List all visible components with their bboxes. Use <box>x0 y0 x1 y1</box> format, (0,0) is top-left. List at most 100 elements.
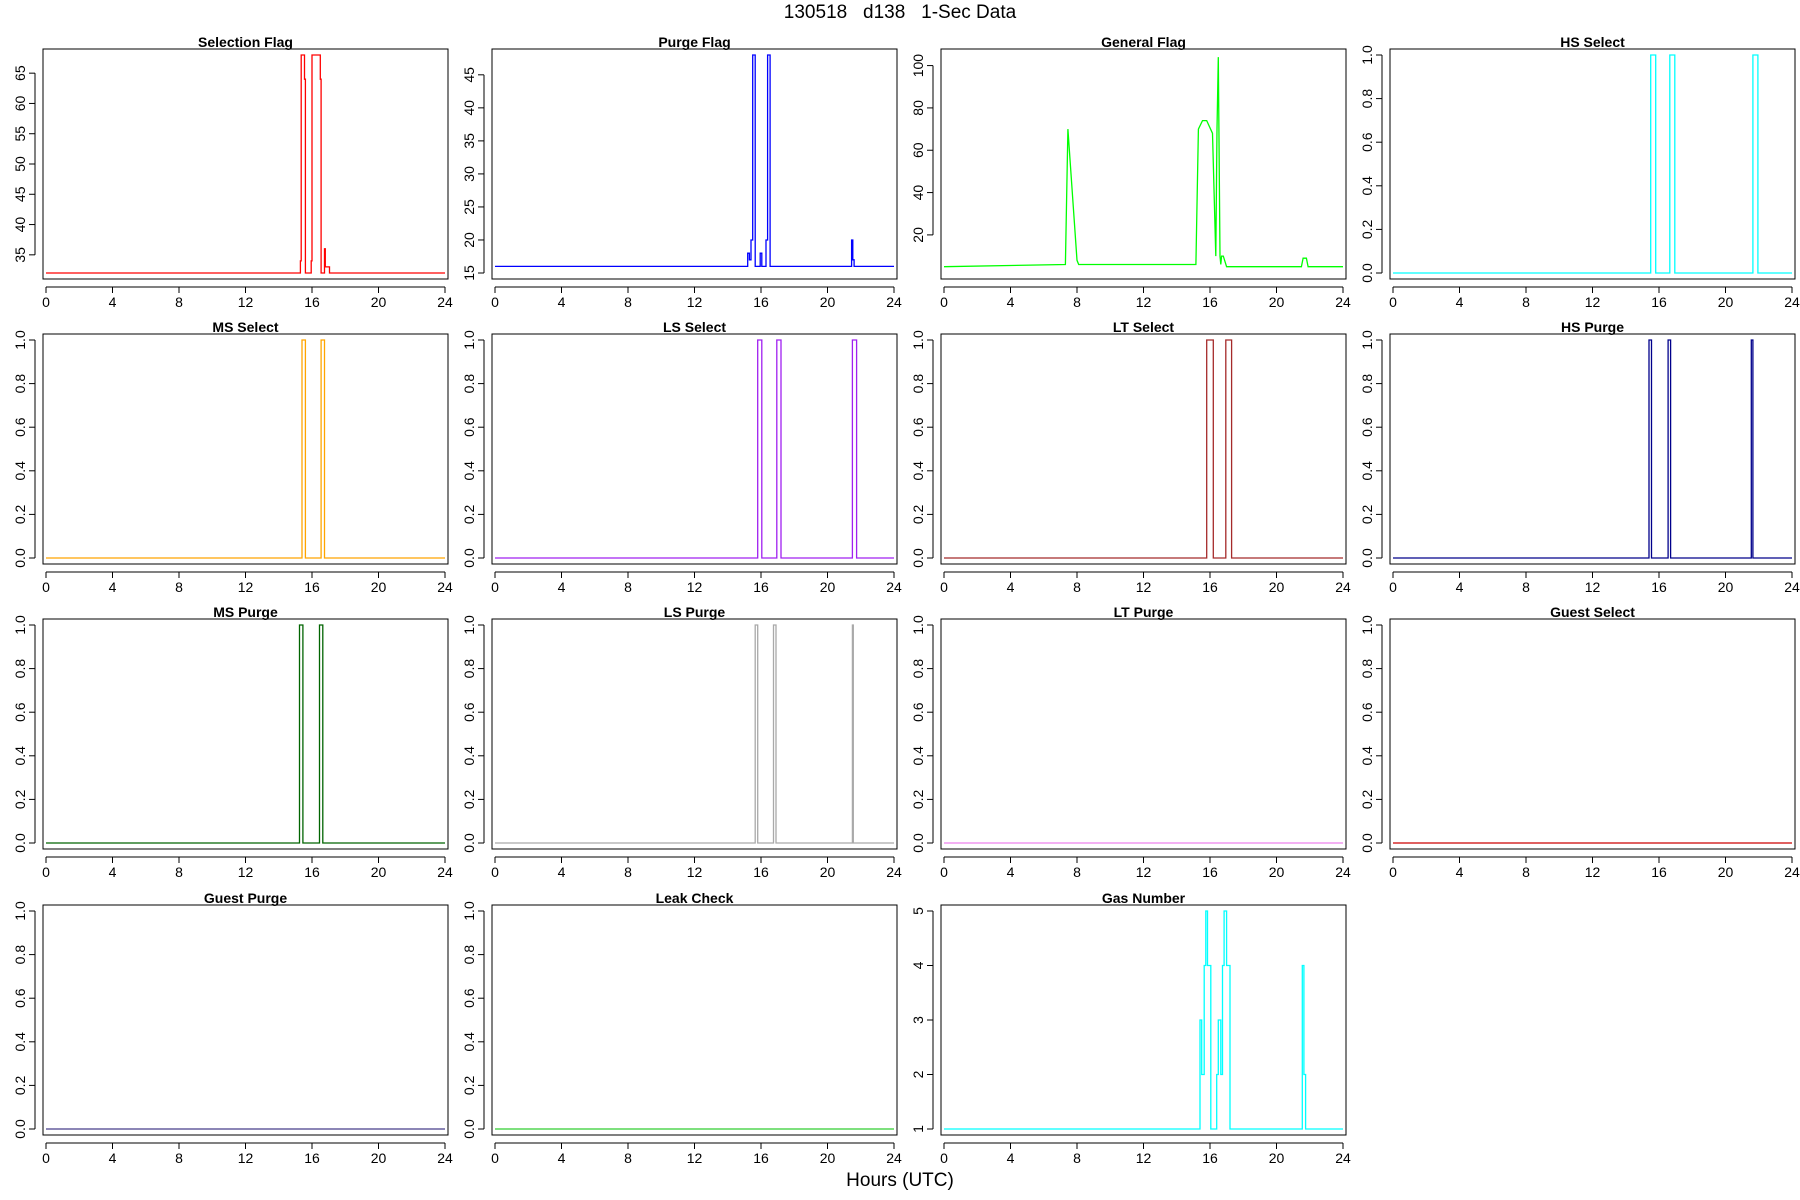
y-tick-label: 0.6 <box>910 702 926 722</box>
chart-title: Purge Flag <box>658 34 730 50</box>
y-tick-label: 50 <box>12 156 28 172</box>
x-tick-label: 12 <box>238 579 254 595</box>
y-tick-label: 0.4 <box>12 461 28 481</box>
y-tick-label: 0.4 <box>910 461 926 481</box>
y-tick-label: 0.8 <box>461 945 477 965</box>
x-tick-label: 20 <box>371 864 387 880</box>
x-tick-label: 12 <box>1585 579 1601 595</box>
x-tick-label: 20 <box>820 1150 836 1166</box>
x-tick-label: 16 <box>753 294 769 310</box>
x-tick-label: 16 <box>304 579 320 595</box>
x-tick-label: 20 <box>1718 864 1734 880</box>
y-tick-label: 0.6 <box>12 702 28 722</box>
y-tick-label: 0.8 <box>1359 374 1375 394</box>
x-tick-label: 0 <box>1389 294 1397 310</box>
x-tick-label: 24 <box>1784 294 1800 310</box>
chart-title: LT Purge <box>1114 604 1174 620</box>
y-tick-label: 1.0 <box>1359 330 1375 350</box>
x-tick-label: 4 <box>1456 579 1464 595</box>
x-tick-label: 20 <box>1269 1150 1285 1166</box>
y-tick-label: 0.6 <box>1359 417 1375 437</box>
x-tick-label: 16 <box>1651 579 1667 595</box>
chart-panel: Leak Check 0 4 8 12 16 20 24 0.0 0.2 0.4 0.6 0.8 1.0 <box>461 890 902 1166</box>
x-tick-label: 4 <box>558 864 566 880</box>
x-tick-label: 0 <box>42 579 50 595</box>
chart-panel: Purge Flag 0 4 8 12 16 20 24 15 20 25 30 35 40 45 <box>461 34 902 310</box>
y-tick-label: 40 <box>910 185 926 201</box>
y-tick-label: 0.6 <box>461 702 477 722</box>
x-tick-label: 8 <box>1073 1150 1081 1166</box>
x-tick-label: 20 <box>371 1150 387 1166</box>
series-line <box>46 624 445 844</box>
chart-title: MS Select <box>212 319 278 335</box>
x-tick-label: 20 <box>1269 864 1285 880</box>
x-tick-label: 12 <box>1136 294 1152 310</box>
plot-frame <box>940 48 1347 280</box>
y-tick-label: 0.4 <box>461 746 477 766</box>
x-tick-label: 4 <box>109 864 117 880</box>
x-tick-label: 8 <box>175 294 183 310</box>
y-tick-label: 0.8 <box>910 659 926 679</box>
y-tick-label: 25 <box>461 199 477 215</box>
x-tick-label: 8 <box>175 1150 183 1166</box>
series-line <box>1393 339 1792 559</box>
x-tick-label: 20 <box>820 864 836 880</box>
chart-title: General Flag <box>1101 34 1186 50</box>
y-tick-label: 0.0 <box>910 548 926 568</box>
y-tick-label: 45 <box>12 186 28 202</box>
x-tick-label: 16 <box>753 1150 769 1166</box>
y-tick-label: 0.2 <box>1359 504 1375 524</box>
y-tick-label: 45 <box>461 67 477 83</box>
y-tick-label: 0.8 <box>12 659 28 679</box>
chart-panel: MS Purge 0 4 8 12 16 20 24 0.0 0.2 0.4 0.6 0.8 1.0 <box>12 604 453 880</box>
chart-title: Selection Flag <box>198 34 293 50</box>
y-tick-label: 1.0 <box>1359 615 1375 635</box>
plot-frame <box>42 333 449 565</box>
x-tick-label: 16 <box>753 864 769 880</box>
y-tick-label: 1.0 <box>12 330 28 350</box>
y-tick-label: 0.4 <box>1359 176 1375 196</box>
y-tick-label: 0.2 <box>12 1075 28 1095</box>
x-tick-label: 20 <box>1269 579 1285 595</box>
y-tick-label: 1.0 <box>461 901 477 921</box>
y-tick-label: 0.2 <box>461 504 477 524</box>
x-tick-label: 8 <box>1522 579 1530 595</box>
x-tick-label: 0 <box>940 864 948 880</box>
x-tick-label: 16 <box>753 579 769 595</box>
y-tick-label: 0.2 <box>12 789 28 809</box>
x-tick-label: 20 <box>1718 579 1734 595</box>
y-tick-label: 0.0 <box>461 833 477 853</box>
x-tick-label: 12 <box>1136 579 1152 595</box>
x-tick-label: 20 <box>820 294 836 310</box>
y-tick-label: 3 <box>910 1016 926 1024</box>
y-tick-label: 0.4 <box>910 746 926 766</box>
x-tick-label: 0 <box>42 294 50 310</box>
y-tick-label: 0.2 <box>910 504 926 524</box>
y-tick-label: 0.0 <box>1359 263 1375 283</box>
x-tick-label: 24 <box>886 294 902 310</box>
y-tick-label: 0.0 <box>12 833 28 853</box>
y-tick-label: 1.0 <box>12 901 28 921</box>
y-tick-label: 0.0 <box>1359 833 1375 853</box>
y-tick-label: 100 <box>910 54 926 78</box>
y-tick-label: 0.0 <box>12 548 28 568</box>
plot-frame <box>491 333 898 565</box>
x-tick-label: 24 <box>1335 294 1351 310</box>
x-tick-label: 8 <box>175 579 183 595</box>
x-tick-label: 8 <box>1522 294 1530 310</box>
x-tick-label: 8 <box>624 864 632 880</box>
y-tick-label: 0.8 <box>461 374 477 394</box>
y-tick-label: 5 <box>910 907 926 915</box>
x-tick-label: 4 <box>558 579 566 595</box>
y-tick-label: 0.6 <box>1359 702 1375 722</box>
series-line <box>495 624 894 844</box>
x-tick-label: 4 <box>558 294 566 310</box>
y-tick-label: 0.0 <box>12 1119 28 1139</box>
x-tick-label: 4 <box>1456 294 1464 310</box>
x-tick-label: 20 <box>1718 294 1734 310</box>
y-tick-label: 40 <box>12 217 28 233</box>
x-tick-label: 16 <box>1202 1150 1218 1166</box>
series-line <box>46 54 445 274</box>
y-tick-label: 40 <box>461 100 477 116</box>
